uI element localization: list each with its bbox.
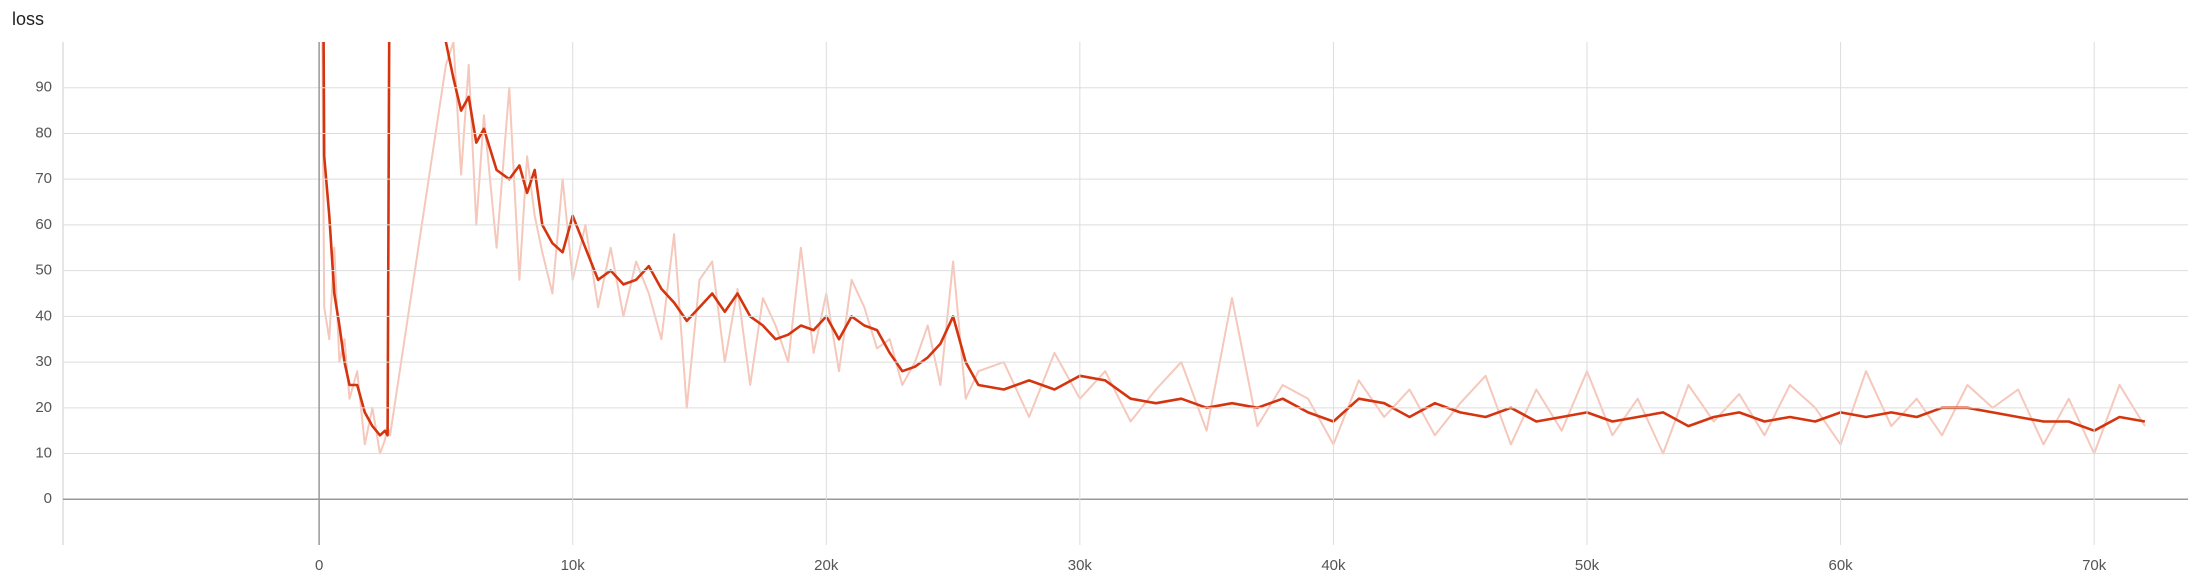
x-tick-label: 50k [1575, 557, 1600, 574]
x-tick-label: 40k [1321, 557, 1346, 574]
x-tick-label: 0 [315, 557, 323, 574]
y-tick-label: 10 [35, 445, 52, 462]
y-tick-label: 30 [35, 353, 52, 370]
plot-area [321, 42, 2146, 455]
y-tick-label: 60 [35, 216, 52, 233]
chart-title: loss [12, 9, 44, 29]
y-tick-label: 80 [35, 124, 52, 141]
y-tick-label: 0 [44, 490, 52, 507]
y-tick-label: 90 [35, 79, 52, 96]
x-tick-label: 70k [2082, 557, 2107, 574]
loss-line [322, 42, 2146, 437]
loss-line [321, 42, 2146, 455]
y-tick-label: 70 [35, 170, 52, 187]
y-tick-label: 20 [35, 399, 52, 416]
y-tick-label: 50 [35, 262, 52, 279]
x-tick-label: 30k [1068, 557, 1093, 574]
y-tick-label: 40 [35, 307, 52, 324]
x-tick-label: 10k [561, 557, 586, 574]
x-tick-label: 60k [1829, 557, 1854, 574]
x-tick-label: 20k [814, 557, 839, 574]
